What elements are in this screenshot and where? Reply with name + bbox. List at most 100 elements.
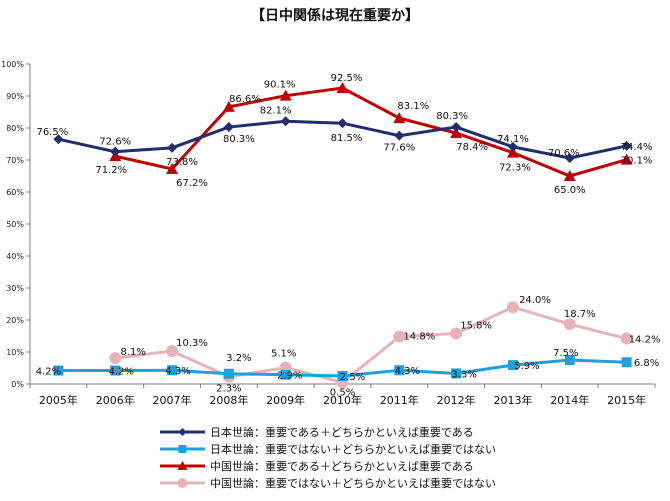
y-tick-label: 60% [6, 188, 24, 197]
data-label: 2.3% [216, 384, 241, 395]
x-tick-label: 2010年 [323, 393, 362, 407]
data-label: 3.3% [451, 369, 476, 380]
series-0 [53, 116, 632, 164]
x-tick-label: 2006年 [96, 393, 135, 407]
data-point-square [110, 365, 121, 376]
data-label: 86.6% [229, 94, 261, 105]
data-point-circle [166, 345, 179, 358]
data-label: 2.5% [340, 372, 365, 383]
y-tick-label: 10% [6, 348, 24, 357]
legend-item: 日本世論：重要ではない＋どちらかといえば重要ではない [160, 442, 496, 456]
data-label: 4.3% [165, 366, 190, 377]
data-point-triangle [336, 82, 349, 93]
data-point-triangle [393, 112, 406, 124]
data-label: 72.6% [99, 137, 131, 148]
data-label: 82.1% [260, 105, 292, 116]
data-point-square [451, 368, 462, 379]
data-point-circle [450, 327, 463, 340]
x-tick-label: 2005年 [39, 393, 78, 407]
axes: 0% 10% 20% 30% 40% 50% 60% 70% 80% 90% 100% 2005年 20… [1, 60, 656, 407]
data-point-diamond [178, 428, 187, 436]
data-point-diamond [394, 130, 405, 141]
data-point-triangle [620, 153, 633, 165]
data-label: 2.9% [277, 371, 302, 382]
data-label: 76.5% [37, 127, 69, 138]
legend-label: 中国世論：重要である＋どちらかといえば重要である [210, 459, 474, 473]
legend-item: 日本世論：重要である＋どちらかといえば重要である [160, 425, 474, 439]
data-point-circle [620, 332, 633, 345]
data-point-diamond [337, 118, 348, 129]
data-point-triangle [506, 146, 519, 158]
legend-item: 中国世論：重要ではない＋どちらかといえば重要ではない [160, 476, 496, 490]
data-label: 80.3% [436, 111, 468, 122]
series-1 [53, 355, 632, 381]
data-point-square [394, 365, 405, 376]
data-label: 73.8% [166, 157, 198, 168]
y-tick-label: 50% [6, 220, 24, 229]
data-point-square [621, 357, 632, 368]
y-tick-label: 90% [6, 92, 24, 101]
legend-item: 中国世論：重要である＋どちらかといえば重要である [160, 459, 474, 473]
data-label: 18.7% [564, 309, 596, 320]
data-label: 4.3% [395, 366, 420, 377]
x-tick-label: 2015年 [607, 393, 646, 407]
data-label: 83.1% [397, 101, 429, 112]
chart-title: 【日中関係は現在重要か】 [251, 7, 419, 24]
data-label: 92.5% [331, 73, 363, 84]
data-point-square [167, 365, 178, 376]
data-label: 5.9% [514, 361, 539, 372]
data-point-diamond [507, 141, 518, 152]
data-label: 10.3% [176, 338, 208, 349]
data-label: 70.1% [621, 156, 653, 167]
data-point-square [280, 369, 291, 380]
data-point-diamond [451, 122, 462, 133]
data-point-triangle [222, 100, 235, 112]
data-point-circle [177, 478, 188, 488]
x-tick-label: 2009年 [266, 393, 305, 407]
data-point-square [507, 360, 518, 371]
data-label: 71.2% [95, 165, 127, 176]
data-label: 5.1% [271, 349, 296, 360]
data-point-square [178, 445, 187, 453]
x-tick-label: 2012年 [437, 393, 476, 407]
legend-label: 日本世論：重要ではない＋どちらかといえば重要ではない [210, 442, 496, 456]
y-tick-label: 70% [6, 156, 24, 165]
data-point-diamond [223, 122, 234, 133]
data-point-diamond [564, 153, 575, 164]
data-label: 3.2% [226, 353, 251, 364]
data-label: 67.2% [176, 178, 208, 189]
data-label: 72.3% [499, 163, 531, 174]
y-tick-label: 20% [6, 316, 24, 325]
data-label: 80.3% [223, 134, 255, 145]
data-label: 65.0% [554, 185, 586, 196]
data-point-square [53, 365, 64, 376]
data-point-square [564, 355, 575, 365]
data-point-circle [393, 330, 406, 343]
series-3 [109, 301, 633, 389]
data-point-square [223, 368, 234, 379]
data-label: 74.1% [497, 134, 529, 145]
data-label: 81.5% [331, 133, 363, 144]
data-labels: 76.5% 72.6% 73.8% 80.3% 82.1% 81.5% 77.6% 80.3%… [36, 73, 661, 398]
legend: 日本世論：重要である＋どちらかといえば重要である日本世論：重要ではない＋どちらか… [160, 425, 496, 490]
data-label: 8.1% [121, 347, 146, 358]
legend-label: 中国世論：重要ではない＋どちらかといえば重要ではない [210, 476, 496, 490]
data-label: 14.2% [629, 335, 661, 346]
series-line [115, 305, 627, 385]
data-label: 0.5% [330, 387, 355, 398]
x-tick-label: 2011年 [380, 393, 419, 407]
y-tick-label: 40% [6, 252, 24, 261]
data-point-diamond [110, 146, 121, 157]
data-label: 77.6% [383, 143, 415, 154]
data-point-triangle [450, 127, 463, 139]
x-tick-label: 2007年 [153, 393, 192, 407]
data-label: 70.6% [548, 148, 580, 159]
data-point-square [337, 371, 348, 381]
data-point-triangle [563, 170, 576, 181]
data-label: 4.2% [109, 367, 134, 378]
data-point-diamond [167, 142, 178, 153]
data-point-circle [563, 318, 576, 331]
data-point-diamond [53, 134, 64, 145]
